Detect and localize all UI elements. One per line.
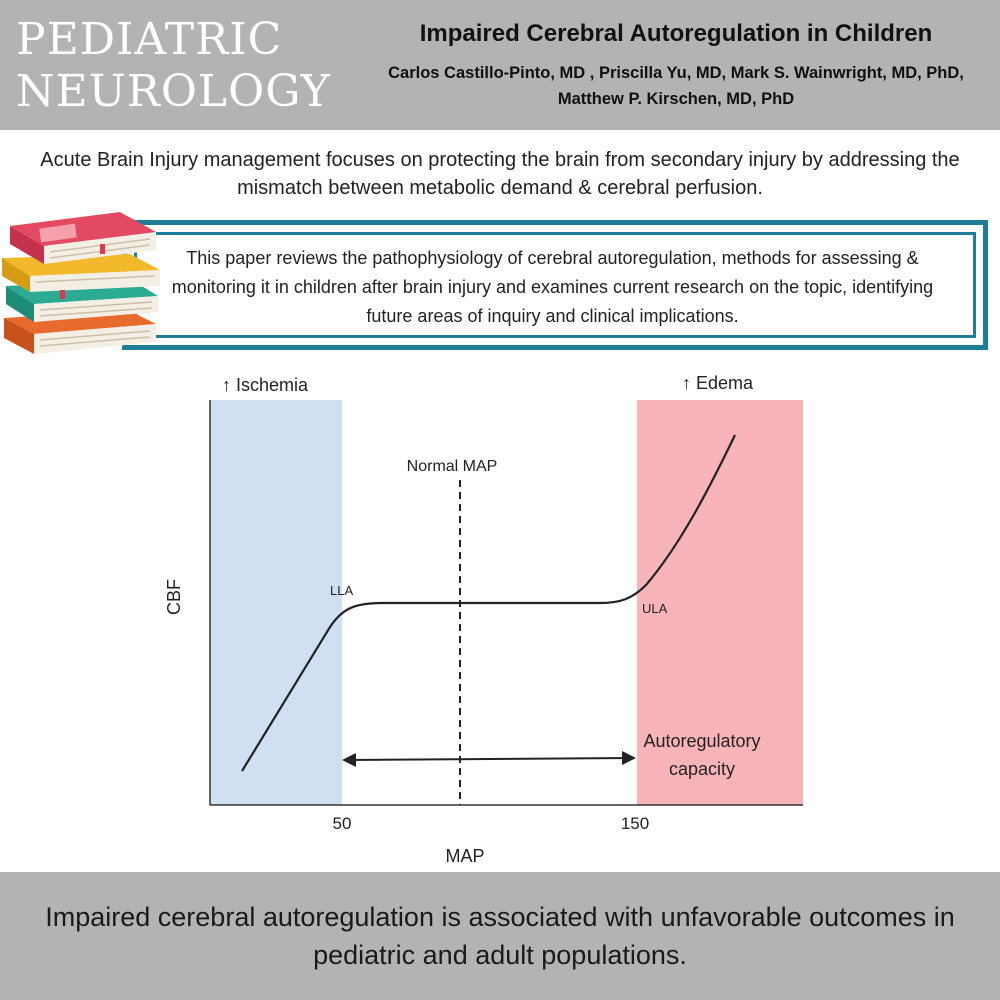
normal-map-label: Normal MAP [407,458,498,475]
ischemia-zone [210,400,342,805]
article-authors: Carlos Castillo-Pinto, MD , Priscilla Yu… [388,64,964,108]
header-band: PEDIATRIC NEUROLOGY Impaired Cerebral Au… [0,0,1000,130]
intro-text: Acute Brain Injury management focuses on… [40,149,960,199]
footer-band [0,872,1000,1000]
x-tick-50: 50 [333,814,352,833]
ischemia-label: ↑ Ischemia [222,375,309,395]
book-pink [10,212,156,264]
journal-logo: PEDIATRIC NEUROLOGY [16,14,331,118]
autoregulatory-capacity-arrow [342,751,636,767]
lla-label: LLA [330,583,353,598]
x-axis-label: MAP [445,846,484,866]
journal-logo-line2: NEUROLOGY [16,66,331,117]
x-tick-150: 150 [621,814,649,833]
capacity-label-line2: capacity [669,759,735,779]
y-axis-label: CBF [164,579,184,615]
edema-label: ↑ Edema [682,373,754,393]
journal-logo-line1: PEDIATRIC [16,14,283,65]
article-title: Impaired Cerebral Autoregulation in Chil… [419,20,933,47]
autoregulation-chart: ↑ Ischemia ↑ Edema Normal MAP LLA ULA Au… [164,373,803,866]
stack-of-books-icon [2,212,160,354]
ula-label: ULA [642,601,668,616]
footer-text: Impaired cerebral autoregulation is asso… [45,902,955,970]
capacity-label-line1: Autoregulatory [643,731,760,751]
summary-text: This paper reviews the pathophysiology o… [171,248,934,326]
autoregulation-curve [241,434,736,772]
